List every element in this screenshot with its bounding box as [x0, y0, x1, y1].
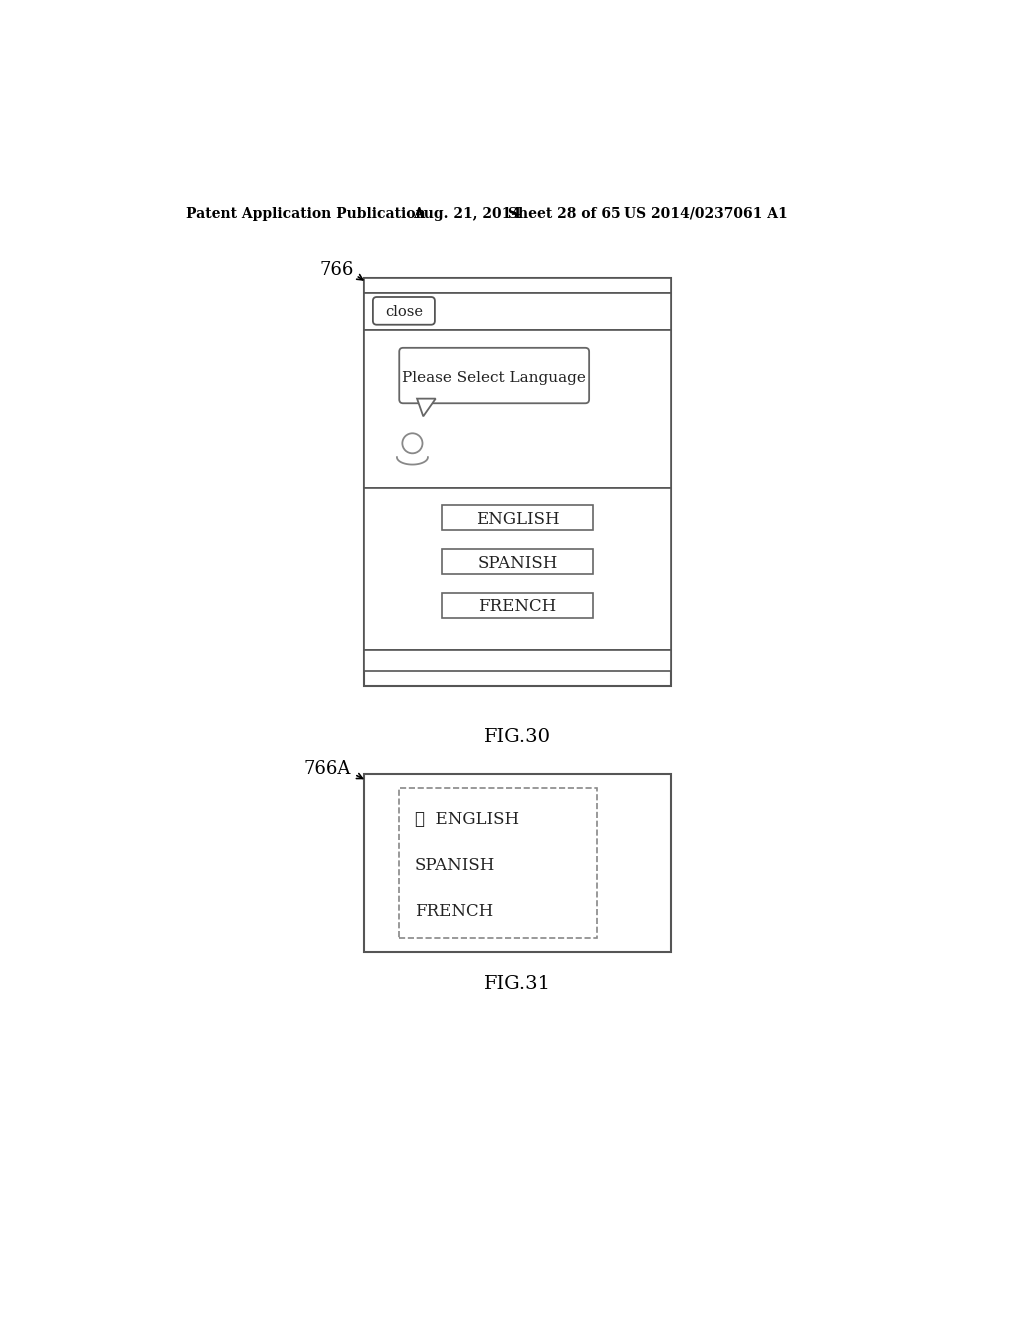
Text: SPANISH: SPANISH: [415, 857, 496, 874]
Text: FIG.30: FIG.30: [484, 727, 551, 746]
Text: 766: 766: [319, 261, 354, 279]
Bar: [399, 788, 597, 939]
Bar: [365, 330, 671, 488]
Bar: [442, 549, 593, 574]
Text: Please Select Language: Please Select Language: [402, 371, 586, 385]
Text: close: close: [385, 305, 423, 319]
Text: Patent Application Publication: Patent Application Publication: [186, 207, 426, 220]
Text: ENGLISH: ENGLISH: [475, 511, 559, 528]
Bar: [365, 649, 671, 671]
FancyBboxPatch shape: [399, 348, 589, 404]
FancyBboxPatch shape: [373, 297, 435, 325]
Text: 766A: 766A: [304, 760, 351, 777]
Text: Sheet 28 of 65: Sheet 28 of 65: [508, 207, 621, 220]
Polygon shape: [417, 399, 435, 416]
Text: Aug. 21, 2014: Aug. 21, 2014: [414, 207, 521, 220]
Bar: [365, 277, 671, 293]
Bar: [365, 775, 671, 952]
Bar: [442, 506, 593, 531]
Text: FRENCH: FRENCH: [478, 598, 557, 615]
Bar: [442, 593, 593, 618]
Bar: [365, 293, 671, 330]
Text: FIG.31: FIG.31: [484, 975, 551, 993]
Bar: [365, 488, 671, 649]
Text: US 2014/0237061 A1: US 2014/0237061 A1: [624, 207, 787, 220]
Text: ✓  ENGLISH: ✓ ENGLISH: [415, 810, 519, 828]
Text: FRENCH: FRENCH: [415, 903, 493, 920]
Circle shape: [402, 433, 423, 453]
Bar: [365, 277, 671, 686]
Text: SPANISH: SPANISH: [477, 554, 558, 572]
